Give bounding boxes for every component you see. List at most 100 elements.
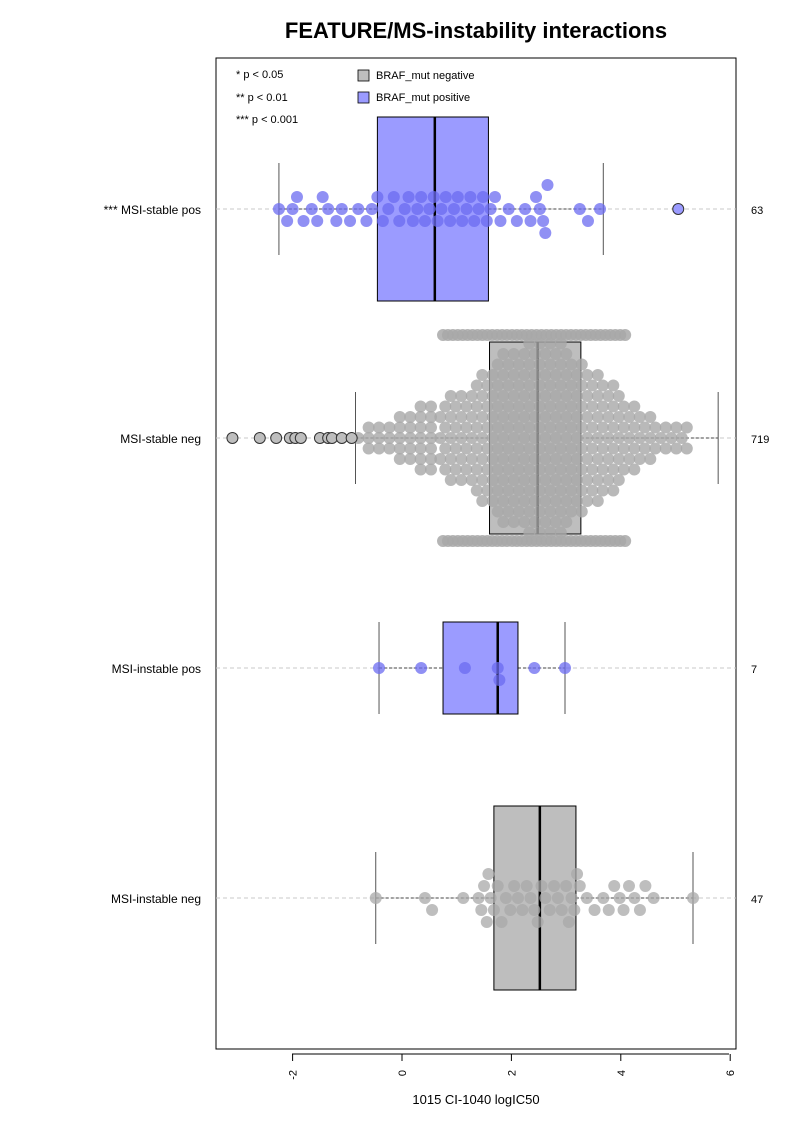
data-point <box>638 442 651 455</box>
data-point <box>565 379 578 392</box>
data-point <box>544 379 557 392</box>
data-point <box>539 495 552 507</box>
data-point <box>497 348 510 360</box>
data-point <box>415 662 428 674</box>
data-point <box>581 474 594 486</box>
data-point <box>510 215 523 227</box>
data-point <box>555 904 568 916</box>
data-point <box>518 495 531 507</box>
data-point <box>523 442 536 455</box>
data-point <box>518 369 531 381</box>
data-point <box>414 411 427 423</box>
data-point <box>581 453 594 465</box>
data-point <box>559 662 572 674</box>
data-point <box>497 390 510 402</box>
data-point <box>455 390 468 402</box>
data-point <box>470 442 483 455</box>
data-point <box>607 442 620 455</box>
data-point <box>335 203 348 215</box>
data-point <box>491 442 504 455</box>
data-point <box>383 421 396 434</box>
data-point <box>316 191 329 203</box>
data-point <box>481 400 494 413</box>
data-point <box>591 495 604 507</box>
data-point <box>423 203 436 215</box>
data-point <box>491 400 504 413</box>
data-point <box>524 215 537 227</box>
data-point <box>387 191 400 203</box>
data-point <box>512 484 525 497</box>
data-point <box>373 432 386 444</box>
data-point <box>512 463 525 476</box>
data-point <box>565 463 578 476</box>
data-point <box>560 495 573 507</box>
data-point <box>612 474 625 486</box>
data-point <box>575 379 588 392</box>
data-point <box>434 453 447 465</box>
data-point <box>523 463 536 476</box>
data-point <box>539 432 552 444</box>
data-point <box>455 432 468 444</box>
data-point <box>628 463 641 476</box>
data-point <box>575 421 588 434</box>
data-point <box>414 463 427 476</box>
data-point <box>539 227 552 239</box>
data-point <box>460 203 473 215</box>
data-point <box>539 516 552 528</box>
data-point <box>414 442 427 455</box>
group-label: MSI-stable neg <box>120 432 201 446</box>
data-point <box>497 432 510 444</box>
data-point <box>596 379 609 392</box>
data-point <box>424 463 437 476</box>
data-point <box>549 369 562 381</box>
data-point <box>619 329 632 341</box>
data-point <box>530 191 543 203</box>
data-point <box>491 880 504 892</box>
significance-legend-item: * p < 0.05 <box>236 69 283 81</box>
data-point <box>570 495 583 507</box>
data-point <box>617 421 630 434</box>
data-point <box>470 379 483 392</box>
data-point <box>544 463 557 476</box>
data-point <box>472 892 485 904</box>
data-point <box>414 400 427 413</box>
data-point <box>659 421 672 434</box>
data-point <box>528 390 541 402</box>
data-point <box>512 379 525 392</box>
data-point <box>465 432 478 444</box>
data-point <box>633 904 646 916</box>
data-point <box>628 892 641 904</box>
data-point <box>455 411 468 423</box>
data-point <box>570 432 583 444</box>
data-point <box>497 369 510 381</box>
data-point <box>470 484 483 497</box>
data-point <box>465 474 478 486</box>
data-point <box>544 358 557 371</box>
data-point <box>591 432 604 444</box>
data-point <box>439 400 452 413</box>
data-point <box>476 411 489 423</box>
data-point <box>398 203 411 215</box>
data-point <box>426 904 439 916</box>
data-point <box>523 379 536 392</box>
data-point <box>649 442 662 455</box>
data-point <box>502 421 515 434</box>
data-point <box>670 421 683 434</box>
data-point <box>449 442 462 455</box>
data-point <box>613 892 626 904</box>
outlier-point <box>270 432 283 444</box>
data-point <box>612 453 625 465</box>
data-point <box>444 215 457 227</box>
data-point <box>565 421 578 434</box>
data-point <box>470 463 483 476</box>
data-point <box>418 215 431 227</box>
data-point <box>481 484 494 497</box>
data-point <box>444 453 457 465</box>
data-point <box>539 348 552 360</box>
data-point <box>439 191 452 203</box>
data-point <box>507 474 520 486</box>
data-point <box>565 400 578 413</box>
data-point <box>528 432 541 444</box>
data-point <box>539 474 552 486</box>
data-point <box>665 432 678 444</box>
